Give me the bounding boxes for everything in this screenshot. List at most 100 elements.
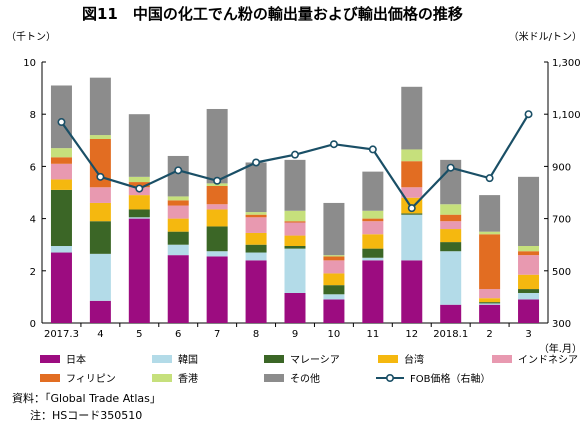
fob-price-point: [485, 174, 494, 183]
bar-segment: [479, 195, 501, 232]
bar-segment: [401, 260, 423, 323]
left-tick-label: 6: [30, 162, 36, 173]
legend-label: 香港: [178, 373, 198, 385]
bar-segment: [440, 251, 462, 305]
bar-segment: [362, 234, 384, 249]
bar-segment: [50, 179, 72, 190]
fob-price-point: [213, 176, 222, 185]
bar-segment: [362, 171, 384, 211]
bar-segment: [401, 86, 423, 150]
bar-segment: [284, 235, 306, 247]
x-tick-label: 2: [486, 329, 492, 340]
legend-entry: その他: [264, 372, 320, 385]
left-tick-label: 8: [30, 110, 36, 121]
bar-segment: [323, 285, 345, 295]
bar-segment: [323, 255, 345, 257]
bar-segment: [440, 159, 462, 205]
x-tick-label: 8: [253, 329, 259, 340]
bar-segment: [323, 260, 345, 274]
x-tick-label: 2018.1: [433, 329, 468, 340]
left-axis-label: （千トン）: [6, 31, 56, 43]
bar-segment: [245, 212, 267, 215]
bar-segment: [440, 304, 462, 323]
fob-price-point: [252, 158, 261, 167]
legend-swatch: [264, 355, 284, 363]
bar-segment: [518, 299, 540, 323]
bar-segment: [89, 300, 111, 323]
bar-segment: [401, 161, 423, 188]
bar-segment: [50, 148, 72, 158]
bar-segment: [89, 138, 111, 188]
bar-segment: [245, 162, 267, 213]
bar-segment: [206, 185, 228, 205]
fob-price-point: [407, 204, 416, 213]
x-tick-label: 10: [328, 329, 341, 340]
bar-segment: [479, 234, 501, 290]
bar-segment: [284, 248, 306, 293]
bar-segment: [323, 294, 345, 300]
legend-swatch: [152, 374, 172, 382]
bar-segment: [323, 256, 345, 261]
bar-segment: [167, 244, 189, 256]
bar-segment: [401, 187, 423, 198]
bar-segment: [284, 210, 306, 222]
fob-price-point: [524, 110, 533, 119]
legend-marker: [385, 373, 394, 382]
legend-label: 日本: [66, 353, 86, 366]
legend-swatch: [492, 355, 512, 363]
legend-label: FOB価格（右軸）: [410, 372, 490, 385]
fob-price-point: [174, 166, 183, 175]
left-tick-label: 4: [30, 215, 36, 226]
bar-segment: [401, 214, 423, 261]
bar-segment: [89, 202, 111, 222]
bar-segment: [518, 176, 540, 247]
bar-segment: [50, 252, 72, 323]
bar-segment: [206, 256, 228, 323]
bar-segment: [128, 195, 150, 210]
x-tick-label: 12: [405, 329, 418, 340]
bar-segment: [362, 248, 384, 258]
legend-entry: マレーシア: [264, 355, 340, 366]
x-axis-label: （年.月）: [539, 342, 582, 355]
bar-segment: [128, 217, 150, 219]
bar-segment: [167, 196, 189, 201]
bar-segment: [323, 299, 345, 323]
bar-segment: [323, 202, 345, 256]
bar-segment: [518, 289, 540, 293]
bar-segment: [167, 155, 189, 197]
legend-label: インドネシア: [518, 354, 578, 366]
bar-segment: [245, 217, 267, 233]
x-tick-label: 2017.3: [44, 329, 79, 340]
legend-swatch: [378, 355, 398, 363]
legend-entry: インドネシア: [492, 354, 578, 366]
legend-label: フィリピン: [66, 373, 116, 385]
x-tick-label: 9: [292, 329, 298, 340]
legend-entry: FOB価格（右軸）: [376, 372, 490, 385]
bar-segment: [518, 274, 540, 290]
bar-segment: [479, 303, 501, 305]
x-tick-label: 7: [214, 329, 220, 340]
legend-entry: 台湾: [378, 353, 424, 366]
legend-swatch: [152, 355, 172, 363]
bar-segment: [440, 221, 462, 230]
legend-swatch: [40, 355, 60, 363]
source-note: 資料：「Global Trade Atlas」: [12, 391, 161, 405]
bar-segment: [440, 204, 462, 215]
fob-price-point: [446, 163, 455, 172]
bar-segment: [518, 246, 540, 252]
bar-segment: [245, 252, 267, 261]
bar-segment: [167, 255, 189, 323]
legend-swatch: [40, 374, 60, 382]
left-tick-label: 2: [30, 267, 36, 278]
bar-segment: [440, 214, 462, 222]
bar-segment: [89, 77, 111, 136]
bar-segment: [518, 251, 540, 256]
bar-segment: [245, 232, 267, 245]
right-tick-label: 900: [552, 162, 571, 173]
code-note: 注：HSコード350510: [30, 408, 142, 422]
fob-price-point: [96, 172, 105, 181]
bar-segment: [128, 176, 150, 183]
x-tick-label: 5: [136, 329, 142, 340]
bar-segment: [479, 231, 501, 235]
bar-segment: [206, 204, 228, 210]
